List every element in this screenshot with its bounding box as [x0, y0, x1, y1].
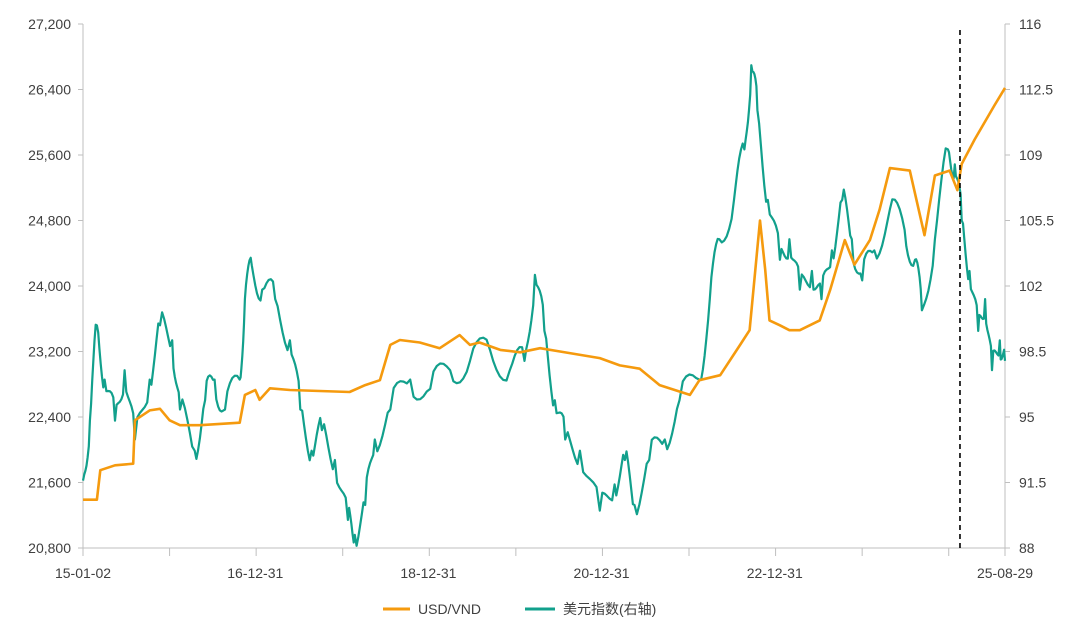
y-right-tick-label: 116 — [1019, 16, 1042, 32]
y-left-tick-label: 21,600 — [28, 475, 71, 491]
y-right-tick-label: 105.5 — [1019, 213, 1054, 229]
y-left-tick-label: 25,600 — [28, 147, 71, 163]
series-line-usd-vnd — [83, 87, 1007, 502]
y-right-tick-label: 91.5 — [1019, 475, 1046, 491]
axes: 20,800 21,600 22,400 23,200 24,000 24,800 25,6… — [28, 16, 1054, 581]
x-tick-label: 15-01-02 — [55, 565, 111, 581]
series-lines — [81, 30, 1007, 552]
y-left-tick-label: 20,800 — [28, 540, 71, 556]
y-right-tick-label: 112.5 — [1019, 82, 1053, 98]
legend-label-usd-vnd: USD/VND — [418, 601, 481, 617]
y-left-tick-label: 23,200 — [28, 344, 71, 360]
y-right-tick-label: 102 — [1019, 278, 1043, 294]
x-tick-label: 16-12-31 — [227, 565, 283, 581]
y-right-tick-label: 88 — [1019, 540, 1035, 556]
series-line-dollar-index — [81, 64, 1007, 547]
x-tick-label: 20-12-31 — [574, 565, 630, 581]
y-left-tick-label: 27,200 — [28, 16, 71, 32]
y-right-tick-label: 109 — [1019, 147, 1043, 163]
y-left-tick-label: 24,800 — [28, 213, 71, 229]
legend: USD/VND 美元指数(右轴) — [383, 601, 656, 617]
y-left-tick-label: 26,400 — [28, 82, 71, 98]
y-left-tick-label: 24,000 — [28, 278, 71, 294]
y-right-tick-label: 98.5 — [1019, 344, 1046, 360]
x-tick-label: 22-12-31 — [747, 565, 803, 581]
x-tick-label: 18-12-31 — [400, 565, 456, 581]
y-right-tick-label: 95 — [1019, 409, 1035, 425]
legend-label-dollar-index: 美元指数(右轴) — [563, 601, 656, 617]
y-left-tick-label: 22,400 — [28, 409, 71, 425]
x-tick-label: 25-08-29 — [977, 565, 1033, 581]
